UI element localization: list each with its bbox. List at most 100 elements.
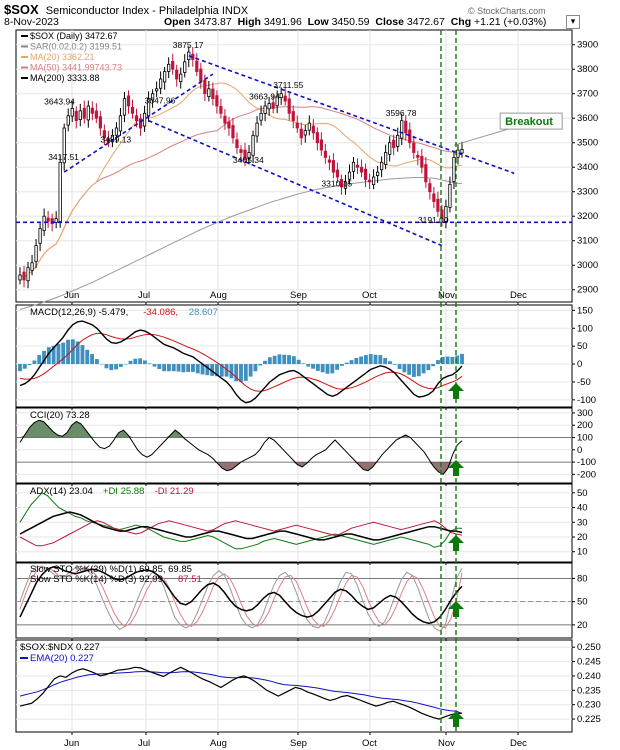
x-tick-label: Jul — [138, 290, 150, 301]
macd-histogram-bar — [445, 356, 450, 365]
candle-body — [175, 69, 179, 80]
macd-histogram-bar — [219, 364, 224, 377]
macd-histogram-bar — [42, 350, 46, 365]
y-tick-label: 100 — [577, 323, 593, 334]
y-tick-label: -50 — [577, 377, 591, 388]
candle-body — [223, 115, 227, 124]
candle-body — [400, 120, 404, 139]
legend-entry: CCI(20) 73.28 — [30, 410, 90, 421]
macd-histogram-bar — [450, 356, 455, 365]
macd-histogram-bar — [397, 364, 402, 370]
cci-overbought-fill — [20, 420, 462, 438]
macd-histogram-bar — [66, 339, 70, 365]
candle-body — [134, 115, 139, 122]
macd-histogram-bar — [426, 364, 431, 371]
candle-body — [74, 110, 78, 122]
panel-frame — [15, 407, 573, 484]
candle-body — [102, 130, 106, 139]
adx-line — [19, 511, 463, 541]
ratio-line — [19, 666, 462, 720]
date-label: 8-Nov-2023 — [4, 16, 59, 28]
macd-histogram-bar — [363, 355, 368, 365]
legend-entry: Slow STO %K(14) %D(3) 92.99, — [30, 574, 166, 585]
macd-histogram-bar — [253, 364, 258, 372]
y-tick-label: 50 — [577, 597, 588, 608]
candle-body — [98, 116, 102, 129]
macd-histogram-bar — [392, 364, 397, 365]
macd-histogram-bar — [162, 364, 167, 372]
macd-histogram-bar — [147, 363, 152, 365]
candle-body — [367, 179, 372, 183]
x-tick-label: Dec — [510, 290, 527, 301]
candle-body — [239, 149, 243, 153]
y-tick-label: 100 — [577, 433, 593, 444]
sto14-d-line — [19, 566, 463, 629]
macd-line — [19, 320, 463, 404]
macd-histogram-bar — [195, 364, 200, 374]
adx-layer: ADX(14) 23.04 +DI 25.88 -DI 21.29 — [19, 486, 463, 550]
y-tick-label: 0.225 — [577, 714, 601, 725]
candle-body — [351, 161, 356, 172]
y-tick-label: 0.250 — [577, 642, 601, 653]
macd-histogram-bar — [330, 364, 335, 374]
candle-body — [34, 245, 38, 262]
candle-body — [448, 183, 452, 208]
candle-body — [179, 73, 183, 83]
candle-body — [46, 217, 50, 222]
macd-histogram-bar — [157, 364, 162, 370]
header-row-2: 8-Nov-2023 Open 3473.87 High 3491.96 Low… — [4, 15, 620, 29]
price-annotation: 3596.78 — [386, 108, 417, 118]
candle-body — [343, 181, 348, 189]
change-value: +1.21 (+0.03%) — [474, 16, 547, 28]
candle-body — [211, 88, 215, 100]
macd-signal-line — [19, 332, 463, 392]
candle-body — [331, 160, 336, 173]
candle-body — [416, 154, 420, 158]
macd-histogram-bar — [325, 364, 330, 374]
candle-body — [66, 115, 70, 126]
macd-histogram-bar — [90, 354, 94, 365]
candle-body — [195, 60, 199, 73]
y-tick-label: 50 — [577, 341, 588, 352]
y-tick-label: 3300 — [577, 187, 598, 198]
chevron-down-icon[interactable]: ▾ — [566, 15, 580, 29]
low-value: 3450.59 — [331, 16, 370, 28]
macd-histogram-bar — [138, 358, 143, 365]
candle-body — [58, 161, 62, 222]
candle-body — [30, 262, 34, 271]
up-arrow-icon — [448, 535, 464, 551]
macd-histogram-bar — [229, 364, 234, 379]
y-tick-label: 50 — [577, 488, 588, 499]
macd-histogram-bar — [224, 364, 229, 377]
y-tick-label: 3500 — [577, 138, 598, 149]
candle-body — [142, 112, 147, 127]
candle-body — [259, 112, 263, 121]
candle-body — [460, 149, 464, 154]
macd-histogram-bar — [296, 359, 301, 365]
macd-histogram-bar — [460, 353, 464, 365]
x-tick-label: Nov — [438, 738, 455, 749]
y-tick-label: 80 — [577, 573, 588, 584]
up-arrow-icon — [448, 383, 464, 399]
panel-3: 50 40 30 20 10 — [15, 483, 588, 563]
candle-body — [335, 169, 340, 178]
breakout-callout — [499, 112, 563, 130]
macd-histogram-bar — [18, 364, 22, 372]
macd-histogram-bar — [142, 360, 147, 365]
candle-body — [267, 103, 271, 110]
candle-body — [359, 166, 364, 173]
up-arrow-icon — [448, 711, 464, 727]
candle-body — [215, 95, 219, 107]
candle-body — [118, 115, 123, 132]
candle-body — [392, 139, 396, 149]
y-tick-label: 300 — [577, 408, 593, 419]
price-annotation: 3711.55 — [273, 80, 303, 90]
macd-histogram-bar — [80, 345, 85, 365]
legend-entry: EMA(20) 0.227 — [30, 653, 94, 664]
price-layer: 3875.17 3711.55 3663.94 3643.94 3647.96 3489.… — [16, 40, 572, 310]
candle-body — [376, 171, 380, 177]
candle-body — [271, 102, 275, 109]
candle-body — [70, 108, 74, 117]
candle-body — [171, 61, 175, 70]
